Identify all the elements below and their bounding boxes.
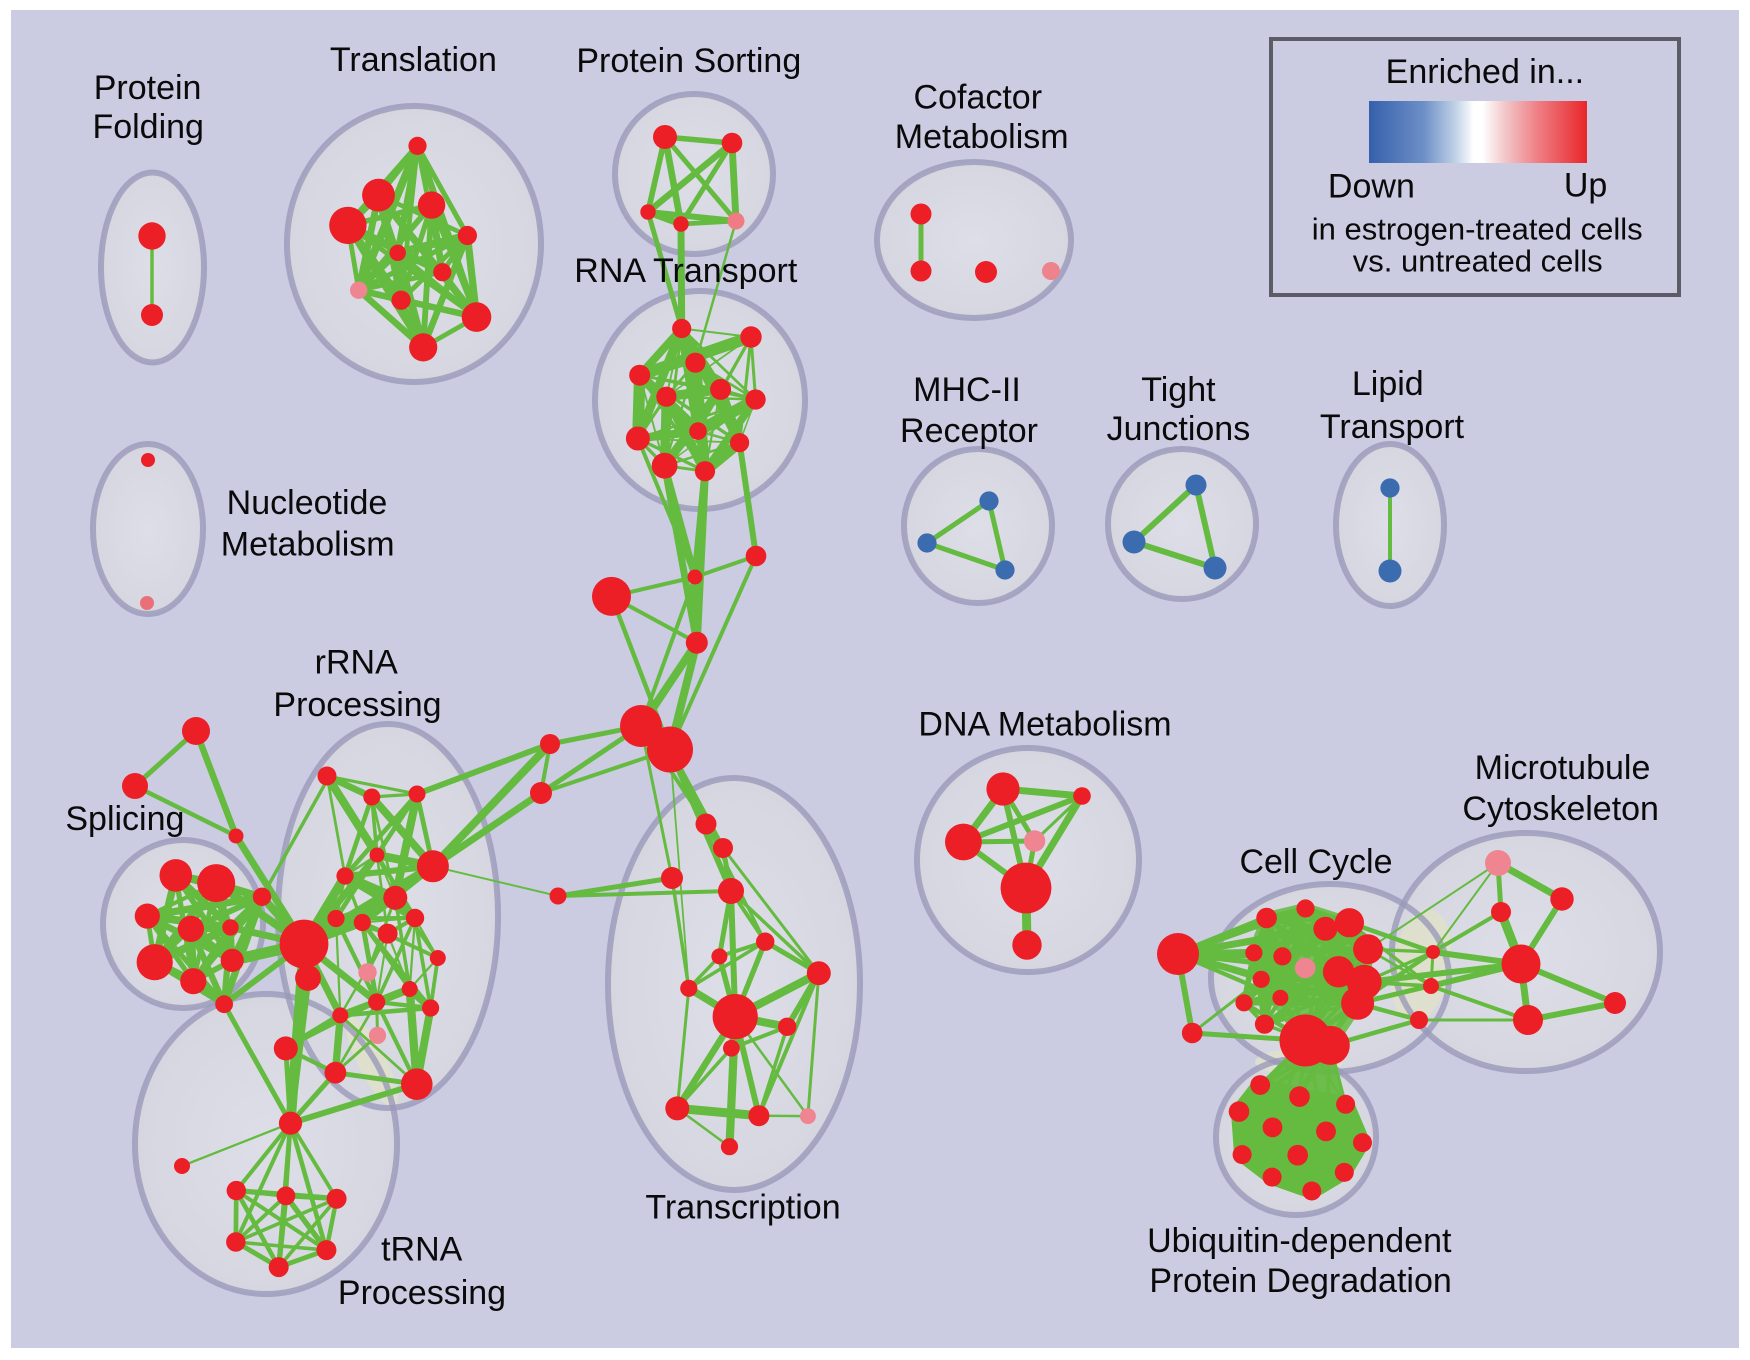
svg-text:Tight: Tight (1141, 371, 1216, 409)
svg-text:Ubiquitin-dependent: Ubiquitin-dependent (1147, 1222, 1452, 1260)
svg-text:Cofactor: Cofactor (914, 79, 1043, 117)
svg-text:Receptor: Receptor (900, 412, 1038, 450)
svg-text:Processing: Processing (338, 1274, 506, 1312)
svg-text:Junctions: Junctions (1107, 410, 1251, 448)
svg-text:vs. untreated cells: vs. untreated cells (1353, 244, 1603, 279)
svg-text:Translation: Translation (330, 41, 497, 79)
svg-text:Cytoskeleton: Cytoskeleton (1462, 790, 1659, 828)
svg-text:DNA Metabolism: DNA Metabolism (918, 706, 1171, 744)
svg-text:Microtubule: Microtubule (1475, 749, 1651, 787)
svg-text:Lipid: Lipid (1352, 365, 1424, 403)
svg-text:MHC-II: MHC-II (913, 371, 1021, 409)
svg-text:Up: Up (1564, 167, 1607, 205)
svg-text:Down: Down (1328, 168, 1415, 206)
svg-text:rRNA: rRNA (315, 644, 398, 682)
svg-text:RNA Transport: RNA Transport (574, 252, 798, 290)
svg-text:Splicing: Splicing (65, 800, 184, 838)
svg-text:Transport: Transport (1320, 408, 1465, 446)
svg-text:tRNA: tRNA (381, 1231, 463, 1269)
svg-text:Protein Degradation: Protein Degradation (1149, 1262, 1451, 1300)
svg-text:Enriched in...: Enriched in... (1386, 53, 1584, 91)
svg-text:Metabolism: Metabolism (895, 118, 1069, 156)
svg-text:Protein: Protein (94, 69, 202, 107)
svg-text:Cell Cycle: Cell Cycle (1239, 843, 1392, 881)
svg-text:Folding: Folding (92, 108, 204, 146)
svg-text:Metabolism: Metabolism (221, 526, 395, 564)
svg-text:Protein Sorting: Protein Sorting (576, 42, 801, 80)
svg-text:Processing: Processing (273, 686, 441, 724)
svg-text:in estrogen-treated cells: in estrogen-treated cells (1312, 212, 1643, 247)
svg-text:Nucleotide: Nucleotide (227, 484, 388, 522)
svg-text:Transcription: Transcription (645, 1189, 840, 1227)
